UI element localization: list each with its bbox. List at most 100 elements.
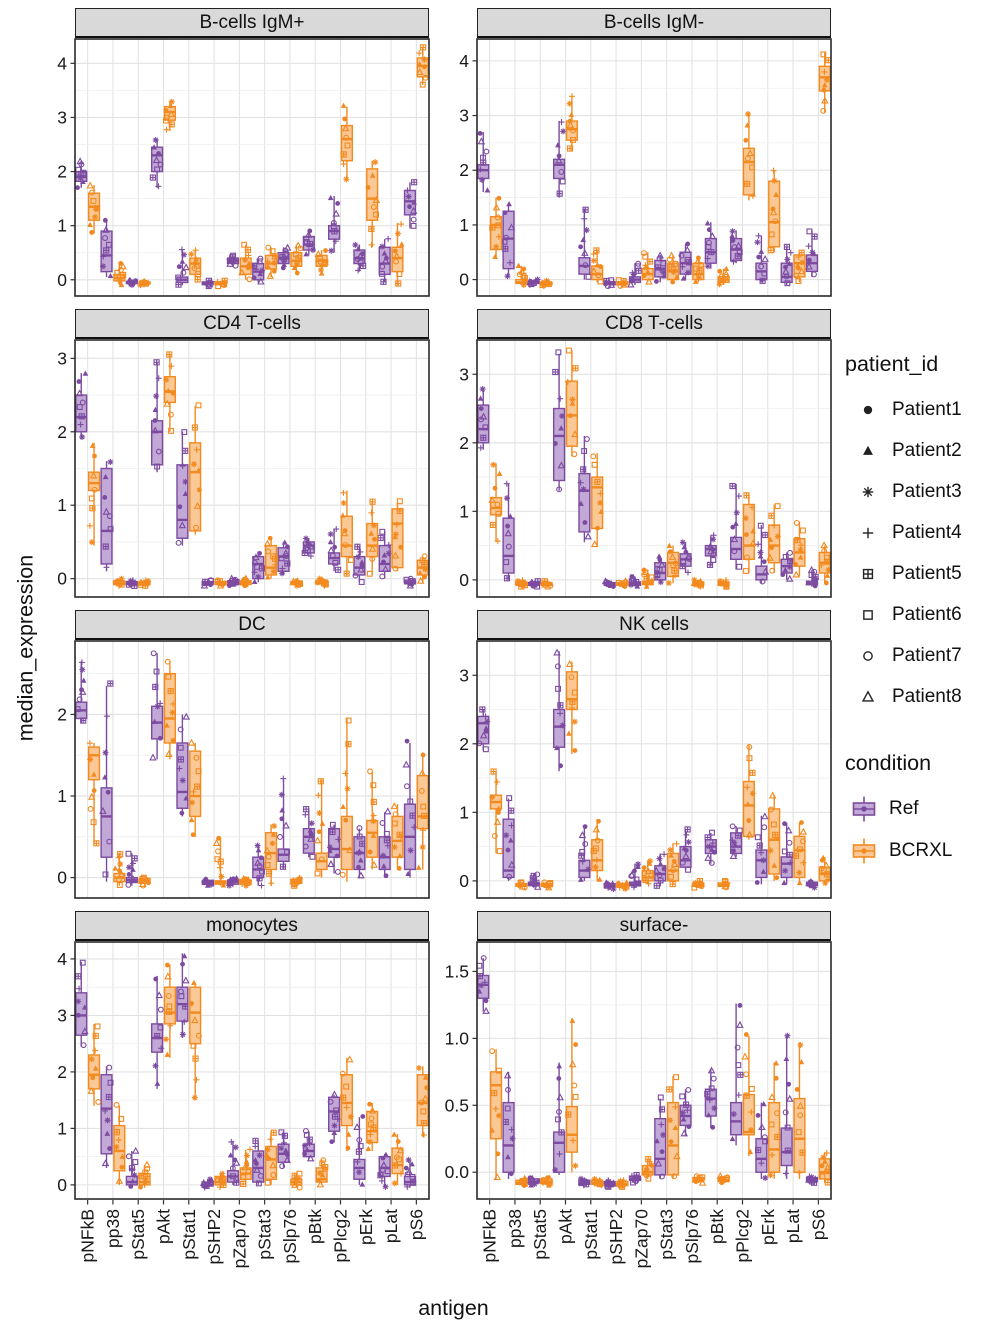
legend-item-patient4: Patient4: [845, 512, 999, 553]
legend-patient-label: Patient8: [892, 685, 962, 707]
svg-text:1.0: 1.0: [445, 1028, 470, 1048]
svg-text:pStat5: pStat5: [530, 1209, 550, 1260]
svg-text:1: 1: [459, 215, 469, 235]
legend-item-patient2: Patient2: [845, 430, 999, 471]
svg-text:pNFkB: pNFkB: [78, 1209, 98, 1262]
ref-boxplot-icon: [852, 796, 876, 822]
svg-text:4: 4: [57, 53, 67, 73]
legend-item-patient8: Patient8: [845, 676, 999, 717]
facet-title: B-cells IgM+: [75, 8, 429, 38]
svg-text:3: 3: [459, 106, 469, 126]
open-square-icon: [863, 609, 873, 620]
svg-text:3: 3: [57, 348, 67, 368]
x-axis-title: antigen: [418, 1296, 489, 1320]
boxplot-canvas: 0 1 2 3: [459, 640, 832, 899]
svg-text:3: 3: [57, 107, 67, 127]
svg-text:1: 1: [57, 216, 67, 236]
legend-item-patient7: Patient7: [845, 635, 999, 676]
svg-text:2: 2: [57, 1062, 67, 1082]
svg-text:0: 0: [459, 871, 469, 891]
svg-text:2: 2: [57, 162, 67, 182]
facet-title: DC: [75, 610, 429, 640]
bcrxl-boxplot-icon: [852, 838, 876, 864]
svg-text:2: 2: [57, 422, 67, 442]
facet-title: monocytes: [75, 911, 429, 941]
svg-text:2: 2: [57, 704, 67, 724]
svg-text:3: 3: [459, 665, 469, 685]
boxplot-canvas: 0 1 2 3 4: [57, 38, 430, 297]
svg-text:pLat: pLat: [381, 1209, 401, 1243]
facet-title: CD4 T-cells: [75, 309, 429, 339]
svg-text:pPlcg2: pPlcg2: [733, 1209, 753, 1263]
svg-text:pSHP2: pSHP2: [606, 1209, 626, 1264]
svg-text:pBtk: pBtk: [305, 1209, 325, 1244]
boxplot-canvas: 0 1 2 3: [57, 339, 430, 598]
facet-panel-nk-cells: NK cells 0 1 2 3: [432, 610, 833, 900]
svg-text:2: 2: [459, 433, 469, 453]
svg-text:pS6: pS6: [406, 1209, 426, 1240]
svg-text:pNFkB: pNFkB: [480, 1209, 500, 1262]
boxplot-canvas: 0 1 2: [57, 640, 430, 899]
svg-text:pSlp76: pSlp76: [280, 1209, 300, 1264]
svg-text:1: 1: [459, 802, 469, 822]
facet-panel-surface-neg: surface- 0.0 0.5 1.0 1.5 pNFkB pp38 pStat5 pAkt…: [432, 911, 833, 1293]
boxplot-canvas: 0.0 0.5 1.0 1.5 pNFkB pp38 pStat5 pAkt pStat1 pSH…: [445, 941, 832, 1269]
open-triangle-icon: [861, 689, 875, 702]
svg-text:0: 0: [57, 1175, 67, 1195]
facet-title: CD8 T-cells: [477, 309, 831, 339]
svg-text:pZap70: pZap70: [631, 1209, 651, 1269]
facet-panel-dc: DC 0 1 2: [30, 610, 431, 900]
svg-text:pAkt: pAkt: [154, 1209, 174, 1244]
facet-panel-bcells-igm-pos: B-cells IgM+ 0 1 2 3 4: [30, 8, 431, 298]
asterisk-icon: [862, 486, 874, 497]
legend-item-ref: Ref: [845, 788, 999, 830]
legend-patient-label: Patient7: [892, 644, 962, 666]
legend-item-bcrxl: BCRXL: [845, 830, 999, 872]
legend-condition-label: Ref: [889, 798, 919, 819]
svg-text:0: 0: [57, 569, 67, 589]
legend: patient_id Patient1 Patient2 Patient3 Patie…: [845, 352, 999, 872]
legend-condition: condition Ref BCRXL: [845, 751, 999, 872]
svg-text:pLat: pLat: [783, 1209, 803, 1243]
boxplot-canvas: 0 1 2 3 4: [459, 38, 832, 297]
facet-panel-bcells-igm-neg: B-cells IgM- 0 1 2 3 4: [432, 8, 833, 298]
svg-text:pSlp76: pSlp76: [682, 1209, 702, 1264]
svg-text:0: 0: [57, 868, 67, 888]
filled-triangle-icon: [863, 445, 873, 455]
facet-title: NK cells: [477, 610, 831, 640]
svg-text:pp38: pp38: [505, 1209, 525, 1248]
legend-title-condition: condition: [845, 751, 932, 775]
facet-panel-cd4-tcells: CD4 T-cells 0 1 2 3: [30, 309, 431, 599]
filled-circle-icon: [863, 405, 873, 414]
legend-item-patient1: Patient1: [845, 389, 999, 430]
svg-text:3: 3: [57, 1005, 67, 1025]
svg-text:pp38: pp38: [103, 1209, 123, 1248]
facet-title: B-cells IgM-: [477, 8, 831, 38]
svg-text:pBtk: pBtk: [707, 1209, 727, 1244]
svg-text:0: 0: [57, 270, 67, 290]
svg-text:pPlcg2: pPlcg2: [331, 1209, 351, 1263]
svg-text:pErk: pErk: [356, 1209, 376, 1245]
boxplot-canvas: 0 1 2 3 4 pNFkB pp38 pStat5 pAkt pStat1 pSHP2 pZap7…: [57, 941, 430, 1268]
svg-text:pStat1: pStat1: [581, 1209, 601, 1260]
svg-text:0: 0: [459, 270, 469, 290]
svg-text:4: 4: [57, 949, 67, 969]
svg-text:pStat5: pStat5: [128, 1209, 148, 1260]
svg-text:1: 1: [57, 495, 67, 515]
svg-text:pAkt: pAkt: [556, 1209, 576, 1244]
svg-text:4: 4: [459, 51, 469, 71]
svg-text:pSHP2: pSHP2: [204, 1209, 224, 1264]
svg-text:1: 1: [57, 1118, 67, 1138]
open-circle-icon: [863, 650, 873, 661]
svg-text:0.5: 0.5: [445, 1095, 469, 1115]
svg-text:0: 0: [459, 570, 469, 590]
legend-patient-label: Patient3: [892, 480, 962, 502]
legend-title-patient-id: patient_id: [845, 352, 939, 376]
legend-item-patient5: Patient5: [845, 553, 999, 594]
svg-text:0.0: 0.0: [445, 1162, 470, 1182]
svg-text:1: 1: [459, 501, 469, 521]
square-plus-icon: [862, 568, 874, 579]
legend-patient-items: Patient1 Patient2 Patient3 Patient4 Patient5…: [845, 389, 999, 717]
svg-text:2: 2: [459, 160, 469, 180]
